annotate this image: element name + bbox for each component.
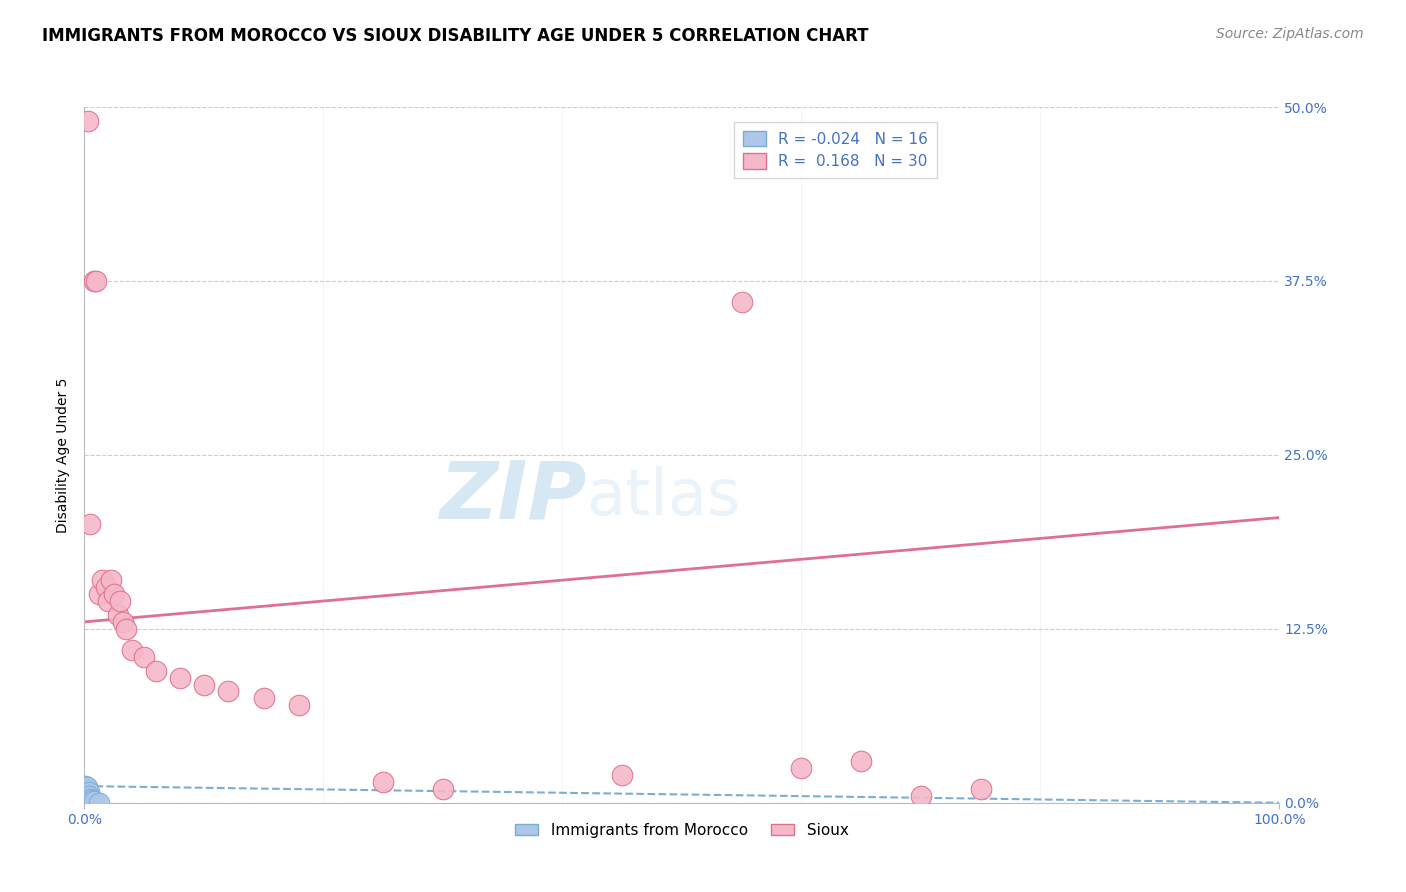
Point — [432, 781, 454, 796]
Point — [87, 587, 110, 601]
Point — [100, 573, 122, 587]
Point — [79, 517, 101, 532]
Point — [83, 274, 105, 288]
Point — [115, 622, 138, 636]
Point — [75, 779, 97, 793]
Point — [76, 790, 98, 805]
Point — [75, 789, 97, 803]
Point — [790, 761, 813, 775]
Point — [73, 785, 96, 799]
Point — [612, 768, 634, 782]
Point — [851, 754, 873, 768]
Point — [80, 793, 103, 807]
Point — [145, 664, 167, 678]
Point — [253, 691, 276, 706]
Text: atlas: atlas — [586, 466, 741, 528]
Y-axis label: Disability Age Under 5: Disability Age Under 5 — [56, 377, 70, 533]
Point — [86, 274, 108, 288]
Point — [193, 677, 215, 691]
Point — [77, 114, 100, 128]
Point — [75, 783, 97, 797]
Point — [132, 649, 156, 664]
Point — [77, 789, 100, 803]
Point — [91, 573, 114, 587]
Point — [76, 786, 98, 800]
Point — [111, 615, 134, 629]
Point — [97, 594, 120, 608]
Point — [76, 788, 98, 802]
Point — [77, 785, 100, 799]
Point — [77, 791, 100, 805]
Point — [75, 781, 97, 796]
Point — [87, 796, 110, 810]
Text: Source: ZipAtlas.com: Source: ZipAtlas.com — [1216, 27, 1364, 41]
Text: ZIP: ZIP — [439, 458, 586, 536]
Point — [121, 642, 143, 657]
Text: IMMIGRANTS FROM MOROCCO VS SIOUX DISABILITY AGE UNDER 5 CORRELATION CHART: IMMIGRANTS FROM MOROCCO VS SIOUX DISABIL… — [42, 27, 869, 45]
Point — [288, 698, 311, 713]
Point — [910, 789, 932, 803]
Point — [217, 684, 239, 698]
Point — [107, 607, 129, 622]
Point — [373, 775, 395, 789]
Point — [76, 780, 98, 795]
Point — [103, 587, 125, 601]
Point — [79, 791, 101, 805]
Point — [94, 580, 117, 594]
Point — [169, 671, 191, 685]
Legend:  Immigrants from Morocco,  Sioux: Immigrants from Morocco, Sioux — [509, 817, 855, 844]
Point — [110, 594, 132, 608]
Point — [83, 794, 105, 808]
Point — [970, 781, 993, 796]
Point — [731, 294, 754, 309]
